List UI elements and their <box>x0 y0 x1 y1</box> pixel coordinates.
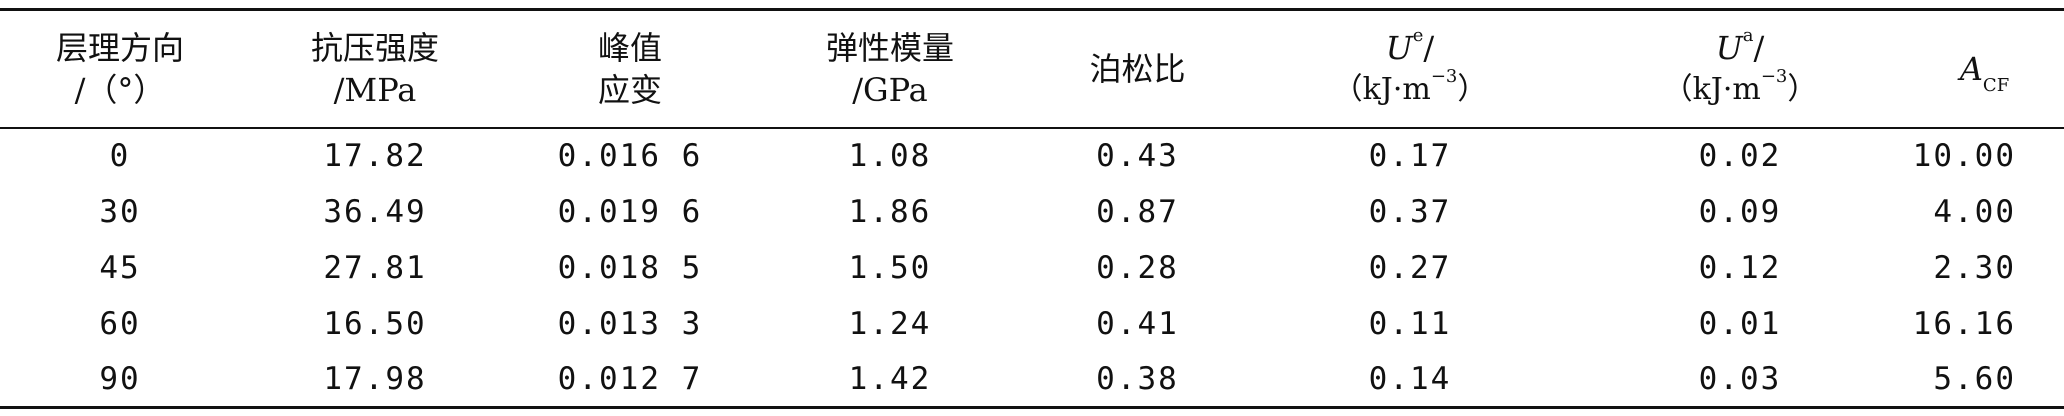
cell-modulus: 1.08 <box>848 138 932 174</box>
data-table: 层理方向 /（°） 抗压强度 /MPa 峰值 应变 弹性模量 /GPa 泊松比 <box>0 8 2064 409</box>
table-header: 层理方向 /（°） 抗压强度 /MPa 峰值 应变 弹性模量 /GPa 泊松比 <box>0 8 2064 129</box>
cell-peak-strain: 0.016 6 <box>557 138 703 174</box>
cell-poisson: 0.41 <box>1096 305 1179 342</box>
header-symbol-line: Ue/ <box>1249 27 1571 69</box>
header-unit: /（°） <box>74 70 166 109</box>
cell-ue: 0.14 <box>1245 351 1575 409</box>
cell-peak-strain: 0.012 7 <box>510 351 750 409</box>
cell-modulus: 1.86 <box>848 193 932 230</box>
cell-peak-strain: 0.018 5 <box>557 249 703 286</box>
header-superscript: e <box>1412 25 1424 47</box>
cell-bedding: 60 <box>99 305 141 342</box>
cell-peak-strain: 0.013 3 <box>557 305 703 342</box>
header-modulus: 弹性模量 /GPa <box>750 8 1030 129</box>
cell-ua: 0.12 <box>1698 249 1782 286</box>
cell-ue: 0.37 <box>1368 193 1452 230</box>
cell-ua: 0.02 <box>1698 138 1782 174</box>
cell-modulus: 1.24 <box>848 305 932 342</box>
header-bedding: 层理方向 /（°） <box>0 8 240 129</box>
header-poisson: 泊松比 <box>1030 8 1245 129</box>
cell-acf: 4.00 <box>1933 193 2016 230</box>
cell-peak-strain: 0.019 6 <box>557 193 703 230</box>
header-superscript: a <box>1742 25 1754 47</box>
cell-ua: 0.01 <box>1698 305 1782 342</box>
header-symbol: U <box>1715 28 1743 67</box>
cell-strength: 17.82 <box>323 138 427 174</box>
cell-bedding: 90 <box>0 351 240 409</box>
header-unit-end: ） <box>1787 71 1818 107</box>
cell-acf: 10.00 <box>1912 138 2016 174</box>
header-unit-superscript: −3 <box>1760 65 1788 87</box>
cell-bedding: 45 <box>99 249 141 286</box>
header-unit: （kJ·m <box>1662 71 1761 107</box>
header-label: 层理方向 <box>55 28 184 67</box>
cell-poisson: 0.43 <box>1096 138 1179 174</box>
cell-ua: 0.03 <box>1575 351 1905 409</box>
table-row: 0 17.82 0.016 6 1.08 0.43 0.17 0.02 10.0… <box>0 128 2064 184</box>
cell-acf: 2.30 <box>1933 249 2016 286</box>
cell-acf: 5.60 <box>1905 351 2064 409</box>
cell-acf: 16.16 <box>1912 305 2016 342</box>
header-unit-superscript: −3 <box>1430 65 1458 87</box>
header-label: 抗压强度 <box>310 28 439 67</box>
table-row: 45 27.81 0.018 5 1.50 0.28 0.27 0.12 2.3… <box>0 240 2064 296</box>
cell-strength: 16.50 <box>323 305 427 342</box>
header-label: 弹性模量 <box>825 28 954 67</box>
header-unit: /GPa <box>852 70 928 109</box>
header-suffix: / <box>1753 28 1765 67</box>
cell-poisson: 0.38 <box>1030 351 1245 409</box>
header-symbol-line: ACF <box>1909 48 2060 95</box>
cell-modulus: 1.42 <box>750 351 1030 409</box>
header-unit: /MPa <box>333 70 417 109</box>
header-suffix: / <box>1423 28 1435 67</box>
cell-modulus: 1.50 <box>848 249 932 286</box>
header-subscript: CF <box>1982 75 2010 97</box>
header-label: 峰值 <box>597 28 662 67</box>
table-row: 90 17.98 0.012 7 1.42 0.38 0.14 0.03 5.6… <box>0 351 2064 409</box>
header-unit-line: （kJ·m−3） <box>1579 65 1901 111</box>
header-acf: ACF <box>1905 8 2064 129</box>
header-strength: 抗压强度 /MPa <box>240 8 510 129</box>
header-symbol: U <box>1385 28 1413 67</box>
header-ua: Ua/ （kJ·m−3） <box>1575 8 1905 129</box>
cell-ua: 0.09 <box>1698 193 1782 230</box>
header-peak-strain: 峰值 应变 <box>510 8 750 129</box>
header-symbol: A <box>1959 49 1983 88</box>
header-unit: 应变 <box>597 70 662 109</box>
header-symbol-line: Ua/ <box>1579 27 1901 69</box>
table-body: 0 17.82 0.016 6 1.08 0.43 0.17 0.02 10.0… <box>0 128 2064 409</box>
cell-strength: 17.98 <box>240 351 510 409</box>
cell-ue: 0.11 <box>1368 305 1452 342</box>
header-row: 层理方向 /（°） 抗压强度 /MPa 峰值 应变 弹性模量 /GPa 泊松比 <box>0 8 2064 129</box>
header-unit-line: （kJ·m−3） <box>1249 65 1571 111</box>
cell-strength: 27.81 <box>323 249 427 286</box>
cell-bedding: 30 <box>99 193 141 230</box>
header-ue: Ue/ （kJ·m−3） <box>1245 8 1575 129</box>
cell-ue: 0.17 <box>1368 138 1452 174</box>
table-row: 30 36.49 0.019 6 1.86 0.87 0.37 0.09 4.0… <box>0 184 2064 240</box>
cell-poisson: 0.87 <box>1096 193 1179 230</box>
cell-strength: 36.49 <box>323 193 427 230</box>
cell-ue: 0.27 <box>1368 249 1452 286</box>
header-unit: （kJ·m <box>1332 71 1431 107</box>
header-unit-end: ） <box>1457 71 1488 107</box>
header-label: 泊松比 <box>1089 49 1186 88</box>
cell-bedding: 0 <box>109 138 131 174</box>
table-row: 60 16.50 0.013 3 1.24 0.41 0.11 0.01 16.… <box>0 296 2064 352</box>
cell-poisson: 0.28 <box>1096 249 1179 286</box>
